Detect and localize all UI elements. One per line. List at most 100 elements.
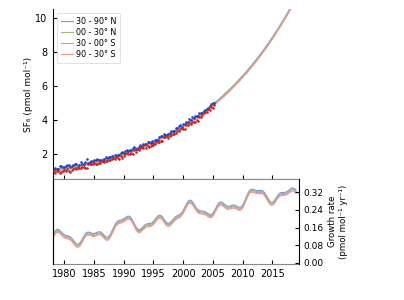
Point	[137, 143, 143, 148]
Point	[65, 169, 72, 174]
Point	[65, 163, 72, 168]
Point	[104, 159, 111, 164]
30 - 00° S	[50, 169, 55, 173]
Point	[173, 131, 179, 136]
Point	[198, 110, 204, 115]
Point	[113, 155, 120, 160]
00 - 30° N	[198, 113, 203, 116]
Point	[201, 109, 207, 114]
Point	[192, 119, 198, 124]
Point	[153, 140, 160, 144]
Point	[119, 150, 126, 154]
Point	[161, 135, 167, 140]
Point	[76, 165, 82, 170]
Point	[78, 160, 84, 165]
Point	[94, 156, 100, 161]
Point	[211, 100, 218, 105]
Point	[95, 158, 102, 163]
Point	[128, 151, 135, 155]
Point	[106, 158, 112, 163]
Point	[131, 147, 137, 152]
Point	[134, 146, 140, 151]
Point	[162, 133, 168, 138]
Point	[195, 119, 201, 124]
Point	[186, 116, 192, 121]
30 - 00° S	[294, 0, 299, 1]
30 - 90° N	[205, 107, 210, 110]
Point	[103, 155, 109, 160]
Point	[189, 115, 195, 119]
Point	[95, 160, 102, 165]
Point	[192, 114, 198, 118]
Point	[61, 168, 67, 173]
Point	[180, 127, 186, 132]
Point	[177, 127, 183, 132]
Point	[131, 145, 137, 149]
Point	[109, 153, 115, 158]
Point	[204, 107, 210, 112]
Point	[140, 142, 146, 146]
Point	[153, 138, 160, 143]
90 - 30° S	[65, 168, 70, 171]
Point	[196, 115, 203, 120]
Point	[208, 104, 215, 109]
Point	[133, 150, 139, 154]
Point	[97, 161, 103, 166]
Y-axis label: Growth rate
(pmol mol⁻¹ yr⁻¹): Growth rate (pmol mol⁻¹ yr⁻¹)	[328, 184, 347, 259]
Point	[134, 147, 140, 152]
Point	[137, 146, 143, 151]
Point	[129, 146, 136, 150]
Point	[118, 150, 124, 155]
Point	[190, 120, 197, 124]
Point	[204, 110, 210, 115]
Point	[51, 168, 57, 173]
Point	[124, 151, 130, 156]
00 - 30° N	[205, 107, 210, 111]
Point	[63, 168, 69, 173]
Point	[118, 154, 124, 158]
Point	[112, 153, 118, 158]
90 - 30° S	[205, 109, 210, 112]
Point	[113, 154, 120, 158]
Point	[179, 124, 185, 129]
Point	[166, 134, 173, 139]
Point	[110, 155, 117, 160]
Point	[89, 162, 96, 167]
Point	[107, 158, 114, 162]
30 - 00° S	[205, 108, 210, 112]
30 - 90° N	[50, 168, 55, 172]
Point	[181, 126, 188, 131]
Point	[74, 164, 81, 169]
Point	[126, 152, 133, 156]
Point	[133, 146, 139, 151]
Point	[57, 171, 63, 176]
Point	[54, 169, 60, 174]
30 - 90° N	[260, 50, 265, 53]
Point	[80, 164, 87, 169]
Point	[72, 166, 78, 170]
Point	[210, 100, 216, 105]
Point	[86, 162, 93, 167]
Line: 00 - 30° N: 00 - 30° N	[53, 0, 296, 171]
Point	[129, 152, 136, 157]
00 - 30° N	[50, 169, 55, 172]
Point	[115, 153, 121, 158]
Point	[78, 166, 84, 170]
Point	[120, 151, 127, 155]
Point	[147, 140, 154, 145]
Point	[122, 149, 128, 154]
Point	[109, 156, 115, 161]
Point	[174, 128, 181, 133]
Point	[101, 157, 108, 161]
00 - 30° N	[260, 51, 265, 54]
Point	[187, 122, 194, 126]
Point	[97, 158, 103, 163]
Point	[69, 168, 75, 173]
Point	[85, 162, 91, 167]
Point	[168, 129, 175, 134]
00 - 30° N	[235, 80, 240, 84]
30 - 00° S	[198, 113, 203, 117]
Point	[138, 145, 145, 149]
Point	[144, 143, 151, 148]
Legend: 30 - 90° N, 00 - 30° N, 30 - 00° S, 90 - 30° S: 30 - 90° N, 00 - 30° N, 30 - 00° S, 90 -…	[57, 13, 120, 63]
